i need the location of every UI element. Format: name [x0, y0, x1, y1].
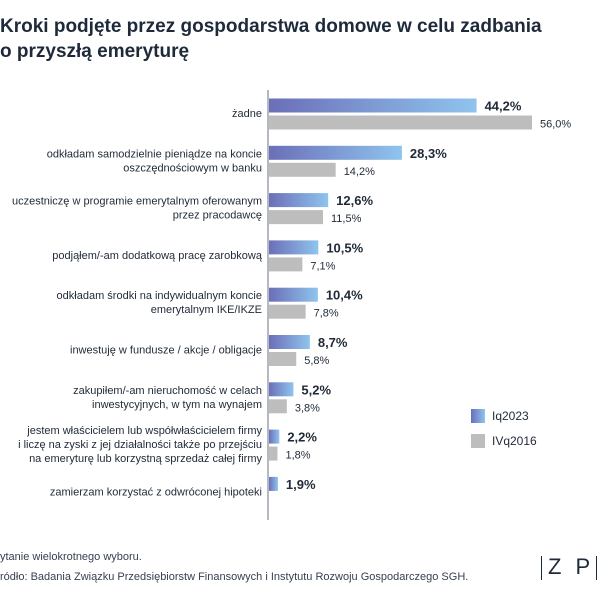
category-label-line: uczestniczę w programie emerytalnym ofer…: [12, 196, 262, 208]
value-label-ivq2016: 1,8%: [285, 450, 310, 462]
category-label-line: żadne: [232, 108, 262, 120]
bar-iq2023: [269, 382, 294, 397]
footnote: ytanie wielokrotnego wyboru.: [0, 551, 142, 563]
category-label-line: oszczędnościowym w banku: [123, 162, 262, 174]
category-label-line: jestem właścicielem lub współwłaściciele…: [26, 425, 262, 437]
zpf-logo: Z P: [548, 554, 595, 579]
category-label: odkładam środki na indywidualnym koncie e…: [57, 290, 262, 316]
value-label-iq2023: 10,4%: [326, 288, 363, 303]
bar-iq2023: [269, 193, 329, 208]
title-line-1: Kroki podjęte przez gospodarstwa domowe …: [0, 16, 542, 37]
value-label-iq2023: 44,2%: [485, 99, 522, 114]
value-label-ivq2016: 5,8%: [304, 355, 329, 367]
category-label-line: zakupiłem/-am nieruchomość w celach: [73, 385, 262, 397]
bar-ivq2016: [269, 162, 336, 177]
category-label: żadne: [232, 108, 262, 120]
bar-ivq2016: [269, 210, 324, 225]
value-label-ivq2016: 56,0%: [540, 119, 571, 131]
value-label-iq2023: 10,5%: [326, 240, 363, 255]
logo-divider-right: [596, 556, 597, 580]
legend-swatch: [471, 434, 485, 448]
category-label: zakupiłem/-am nieruchomość w celach inwes…: [73, 385, 262, 411]
bar-iq2023: [269, 287, 318, 302]
bar-ivq2016: [269, 446, 278, 461]
bar-iq2023: [269, 98, 477, 113]
category-label: inwestuję w fundusze / akcje / obligacje: [70, 345, 262, 357]
category-label-line: i liczę na zyski z jej działalności takż…: [18, 439, 262, 451]
category-label-line: zamierzam korzystać z odwróconej hipotek…: [50, 486, 262, 498]
category-label-line: odkładam samodzielnie pieniądze na konci…: [47, 148, 262, 160]
bar-iq2023: [269, 145, 402, 160]
value-label-iq2023: 1,9%: [286, 477, 316, 492]
category-label-line: inwestycyjnych, w tym na wynajem: [92, 399, 262, 411]
bar-iq2023: [269, 240, 319, 255]
bar-ivq2016: [269, 257, 303, 272]
bar-iq2023: [269, 476, 278, 491]
value-label-ivq2016: 7,1%: [310, 260, 335, 272]
value-label-iq2023: 12,6%: [336, 193, 373, 208]
category-label-line: podjąłem/-am dodatkową pracę zarobkową: [52, 250, 263, 262]
category-label-line: przez pracodawcę: [173, 210, 262, 222]
legend-label: Iq2023: [492, 409, 529, 423]
bar-iq2023: [269, 429, 280, 444]
legend-swatch: [471, 409, 485, 423]
category-label-line: emerytalnym IKE/IKZE: [151, 304, 262, 316]
source-note: ródło: Badania Związku Przedsiębiorstw F…: [0, 571, 469, 583]
category-label-line: na emeryturę lub korzystną sprzedaż całe…: [29, 453, 262, 465]
value-label-ivq2016: 14,2%: [344, 166, 375, 178]
bar-ivq2016: [269, 399, 287, 414]
category-label: zamierzam korzystać z odwróconej hipotek…: [50, 486, 262, 498]
value-label-ivq2016: 11,5%: [331, 213, 362, 225]
value-label-iq2023: 5,2%: [301, 382, 331, 397]
legend-label: IVq2016: [492, 434, 537, 448]
value-label-iq2023: 2,2%: [287, 430, 317, 445]
value-label-iq2023: 28,3%: [410, 146, 447, 161]
chart-title: Kroki podjęte przez gospodarstwa domowe …: [0, 14, 590, 64]
value-label-iq2023: 8,7%: [318, 335, 348, 350]
bar-ivq2016: [269, 352, 297, 366]
category-label: jestem właścicielem lub współwłaściciele…: [18, 425, 262, 465]
value-label-ivq2016: 3,8%: [295, 402, 320, 414]
category-label-line: inwestuję w fundusze / akcje / obligacje: [70, 345, 262, 357]
logo-divider-left: [541, 556, 542, 580]
category-label: odkładam samodzielnie pieniądze na konci…: [47, 148, 262, 174]
title-line-2: o przyszłą emeryturę: [0, 41, 190, 62]
category-label: podjąłem/-am dodatkową pracę zarobkową: [52, 250, 263, 262]
category-label-line: odkładam środki na indywidualnym koncie: [57, 290, 262, 302]
bar-iq2023: [269, 335, 310, 349]
bar-ivq2016: [269, 115, 532, 130]
value-label-ivq2016: 7,8%: [314, 308, 339, 320]
category-label: uczestniczę w programie emerytalnym ofer…: [12, 196, 262, 222]
bar-ivq2016: [269, 304, 306, 319]
